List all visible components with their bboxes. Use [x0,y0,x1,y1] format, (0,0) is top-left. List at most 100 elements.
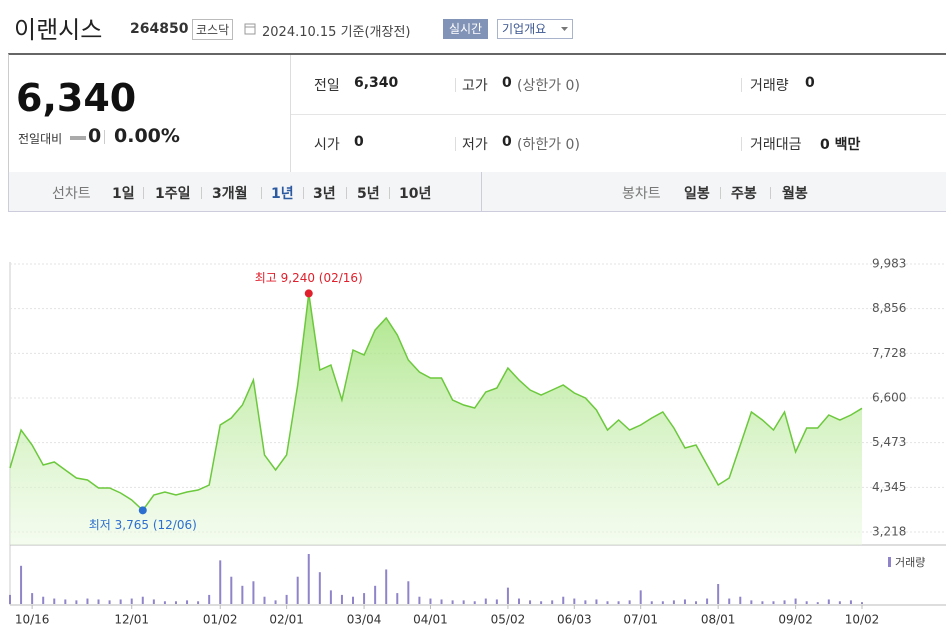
volume-bar [352,596,355,604]
volume-bar [573,598,576,604]
item-value: 0 백만 [820,137,861,153]
volume-bar [540,601,543,604]
x-tick-label: 09/02 [778,613,813,627]
separator [455,137,456,151]
volume-bar [396,593,399,604]
volume-bar [363,593,366,604]
volume-bar [529,600,532,604]
dropdown-arrow [561,27,568,31]
legend-label: 거래량 [895,556,925,569]
volume-bar [219,560,222,604]
period-tab[interactable]: 주봉 [731,186,757,202]
item-label: 거래량 [750,78,789,94]
period-tab[interactable]: 월봉 [782,186,808,202]
volume-bar [838,601,841,604]
separator [455,78,456,92]
period-tab[interactable]: 1일 [112,186,135,202]
x-tick-label: 10/02 [845,613,880,627]
volume-bar [186,600,189,604]
volume-bar [407,581,410,604]
volume-bar [274,600,277,604]
volume-bar [517,598,520,604]
y-tick-label: 6,600 [872,391,906,405]
volume-bar [197,601,200,604]
company-info-dropdown[interactable]: 기업개요 [497,19,573,39]
flat-icon [70,136,86,140]
period-tab[interactable]: 1년 [271,186,294,202]
volume-bar [827,599,830,604]
period-tab[interactable]: 일봉 [684,186,710,202]
high-marker [304,289,313,298]
separator [143,187,144,199]
volume-bar [672,600,675,604]
high-label: 최고 9,240 (02/16) [255,271,363,285]
volume-bar [42,596,45,604]
area [10,293,862,545]
x-tick-label: 12/01 [114,613,149,627]
tab-bar [8,172,946,212]
volume-bar [285,594,288,604]
volume-bar [761,601,764,604]
volume-bar [241,585,244,604]
item-value: 0 [502,134,512,150]
divider [291,114,946,115]
volume-bar [340,594,343,604]
volume-bar [639,590,642,604]
volume-bar [31,593,34,604]
volume-bar [75,600,78,604]
period-tab[interactable]: 10년 [399,186,432,202]
volume-bar [374,585,377,604]
volume-bar [816,602,819,604]
volume-bar [772,601,775,604]
volume-bar [462,600,465,604]
volume-bar [208,594,211,604]
y-tick-label: 5,473 [872,435,906,449]
volume-bar [484,598,487,604]
y-tick-label: 9,983 [872,257,906,271]
period-tab[interactable]: 3개월 [212,186,248,202]
volume-bar [562,596,565,604]
low-marker [138,506,147,515]
item-label: 전일 [314,78,340,94]
x-tick-label: 08/01 [701,613,736,627]
period-tab[interactable]: 1주일 [155,186,191,202]
stock-name: 이랜시스 [14,16,103,44]
volume-bar [440,599,443,604]
volume-bar [108,600,111,604]
y-tick-label: 3,218 [872,525,906,539]
item-value: 0 [805,75,815,91]
volume-bar [650,601,653,604]
volume-bar [617,601,620,604]
calendar-icon [244,23,256,35]
x-tick-label: 02/01 [269,613,304,627]
divider [481,172,482,212]
volume-bar [9,594,11,604]
volume-bar [706,598,709,604]
dropdown-label: 기업개요 [502,22,547,36]
volume-bar [794,598,797,604]
volume-bar [418,596,421,604]
realtime-button[interactable]: 실시간 [443,19,488,39]
item-value: 0 [354,134,364,150]
separator [261,187,262,199]
legend-swatch [888,557,891,567]
volume-bar [385,569,388,604]
item-value: 0 [502,75,512,91]
volume-bar [53,598,56,604]
period-tab[interactable]: 5년 [357,186,380,202]
line [9,293,863,512]
volume-bar [717,584,720,604]
separator [201,187,202,199]
x-tick-label: 04/01 [413,613,448,627]
separator [770,187,771,199]
separator [741,78,742,92]
x-tick-label: 06/03 [557,613,592,627]
tab-group-label: 봉차트 [622,186,661,202]
period-tab[interactable]: 3년 [313,186,336,202]
volume-bar [750,600,753,604]
item-label: 시가 [314,137,340,153]
volume-bar [849,600,852,604]
volume-bar [683,599,686,604]
